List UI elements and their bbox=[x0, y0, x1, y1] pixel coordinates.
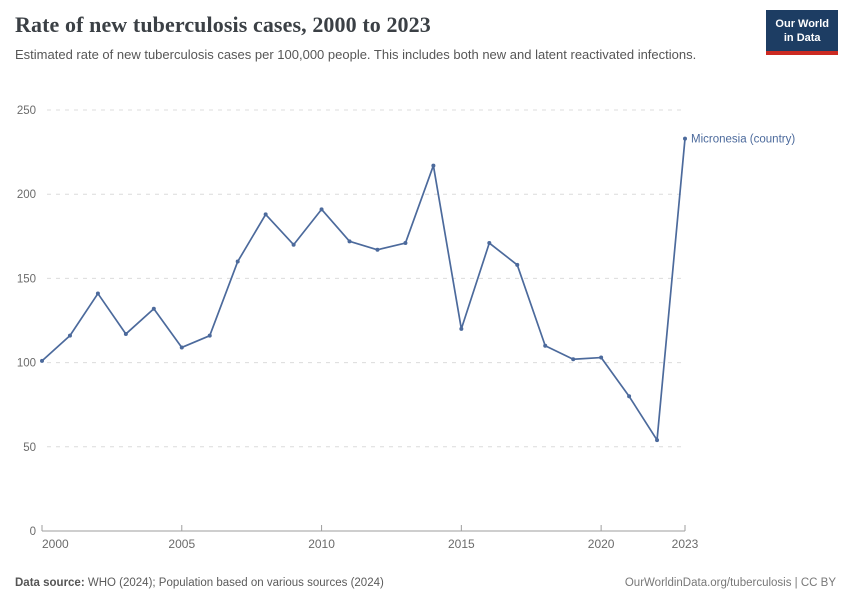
y-tick-label-100: 100 bbox=[17, 358, 36, 370]
data-point-2019[interactable] bbox=[571, 357, 576, 362]
owid-logo-line1: Our World bbox=[775, 18, 829, 30]
owid-logo[interactable]: Our World in Data bbox=[766, 10, 838, 55]
data-point-2004[interactable] bbox=[151, 306, 156, 311]
y-tick-label-250: 250 bbox=[17, 105, 36, 117]
y-tick-label-0: 0 bbox=[30, 526, 36, 538]
x-tick-label-2015: 2015 bbox=[448, 537, 475, 551]
data-point-2000[interactable] bbox=[40, 358, 44, 363]
data-point-2006[interactable] bbox=[207, 333, 212, 338]
series-line[interactable] bbox=[41, 137, 686, 441]
data-point-2015[interactable] bbox=[459, 326, 464, 331]
y-tick-label-50: 50 bbox=[23, 442, 36, 454]
y-tick-label-150: 150 bbox=[17, 273, 36, 285]
data-source-text: WHO (2024); Population based on various … bbox=[84, 577, 384, 589]
data-point-2003[interactable] bbox=[123, 331, 128, 336]
x-tick-label-2020: 2020 bbox=[588, 537, 615, 551]
data-point-2001[interactable] bbox=[67, 333, 72, 338]
x-tick-label-2000: 2000 bbox=[42, 537, 69, 551]
x-tick-label-2023: 2023 bbox=[672, 537, 699, 551]
data-point-2018[interactable] bbox=[543, 343, 548, 348]
data-point-2002[interactable] bbox=[95, 291, 100, 296]
data-point-2007[interactable] bbox=[235, 259, 240, 264]
data-point-2021[interactable] bbox=[627, 394, 632, 399]
data-point-2022[interactable] bbox=[655, 438, 660, 443]
owid-logo-line2: in Data bbox=[783, 32, 821, 45]
data-point-2012[interactable] bbox=[375, 247, 380, 252]
data-point-2013[interactable] bbox=[403, 241, 408, 246]
data-point-2023[interactable] bbox=[683, 136, 687, 141]
data-point-2009[interactable] bbox=[291, 242, 296, 247]
data-point-2014[interactable] bbox=[431, 163, 436, 168]
chart-footer: Data source: WHO (2024); Population base… bbox=[15, 577, 836, 589]
data-source-label: Data source: bbox=[15, 577, 85, 589]
data-source-note: Data source: WHO (2024); Population base… bbox=[15, 577, 384, 589]
chart-title: Rate of new tuberculosis cases, 2000 to … bbox=[15, 12, 431, 37]
x-tick-label-2010: 2010 bbox=[308, 537, 335, 551]
owid-url-license[interactable]: OurWorldinData.org/tuberculosis | CC BY bbox=[624, 577, 836, 589]
chart-header: Rate of new tuberculosis cases, 2000 to … bbox=[15, 12, 755, 65]
data-point-2005[interactable] bbox=[179, 345, 184, 350]
data-point-2020[interactable] bbox=[599, 355, 604, 360]
data-point-2010[interactable] bbox=[319, 207, 324, 212]
y-tick-label-200: 200 bbox=[17, 189, 36, 201]
chart-subtitle: Estimated rate of new tuberculosis cases… bbox=[15, 47, 697, 62]
x-tick-label-2005: 2005 bbox=[168, 537, 195, 551]
data-point-2011[interactable] bbox=[347, 239, 352, 244]
series-legend-label[interactable]: Micronesia (country) bbox=[691, 134, 795, 146]
data-point-2017[interactable] bbox=[515, 262, 520, 267]
data-point-2008[interactable] bbox=[263, 212, 268, 217]
data-point-2016[interactable] bbox=[487, 241, 492, 246]
